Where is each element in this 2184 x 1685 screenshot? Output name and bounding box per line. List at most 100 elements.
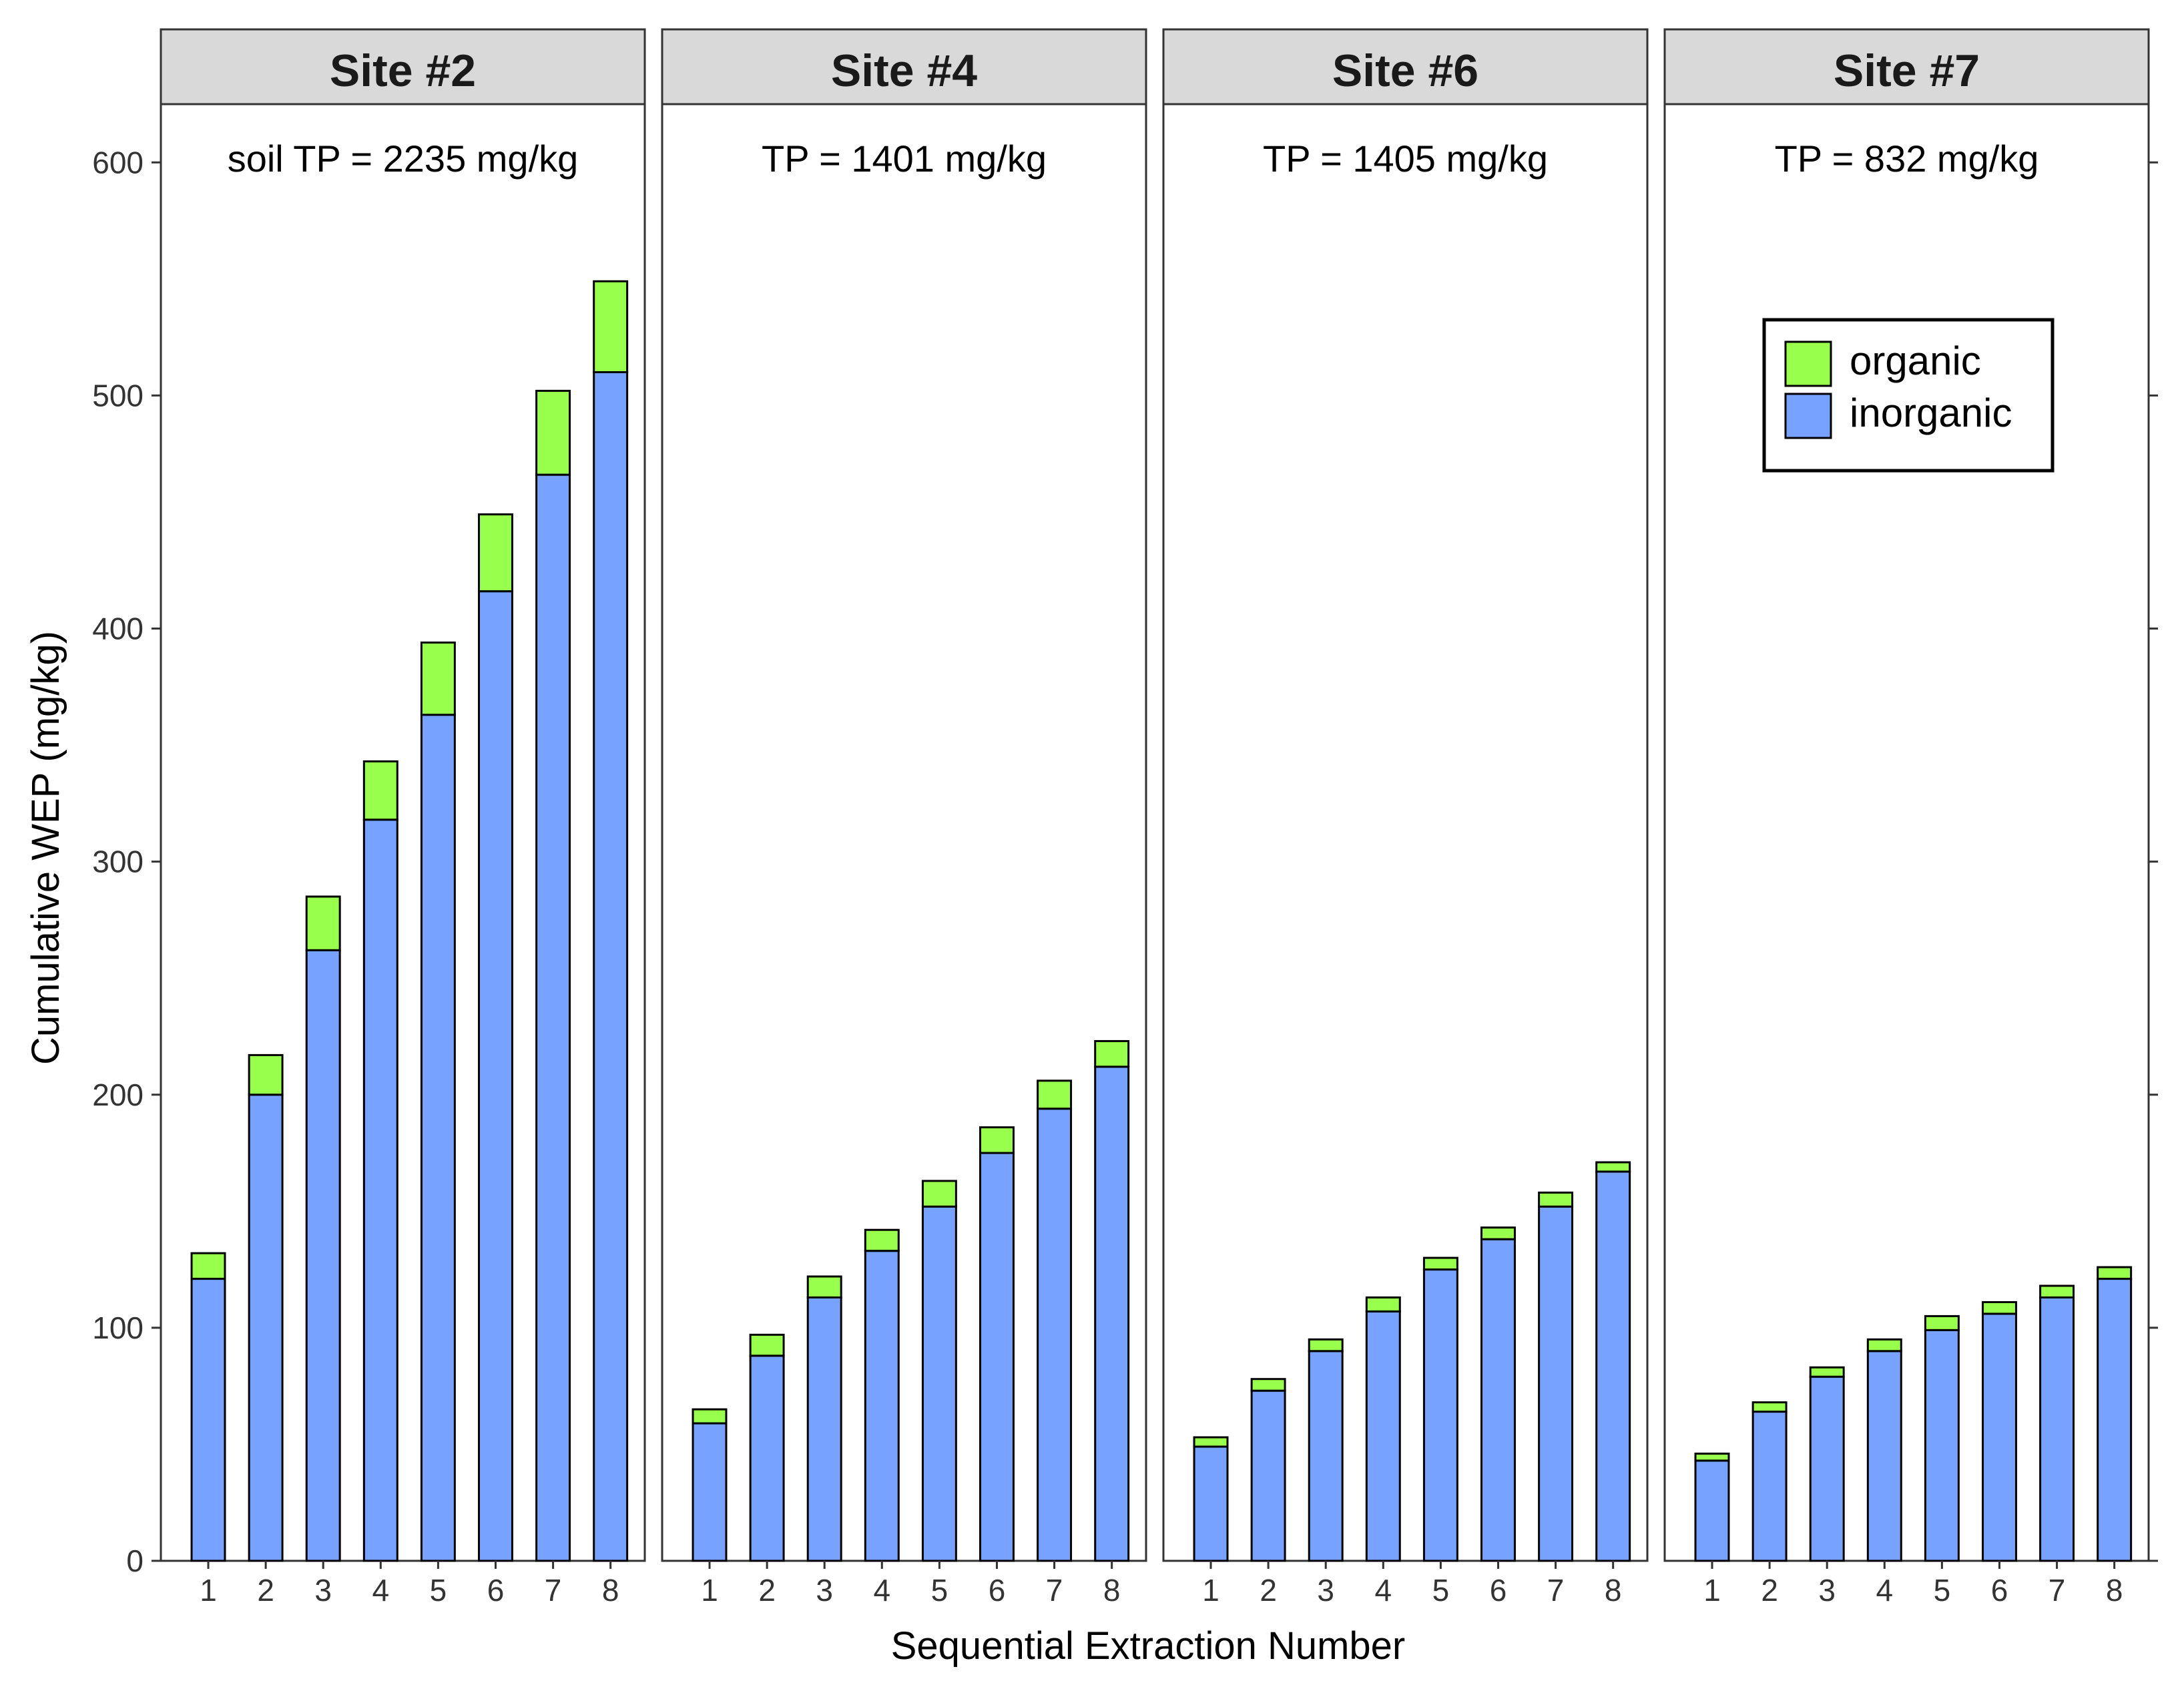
bar-inorganic <box>1250 1389 1286 1562</box>
y-axis-title: Cumulative WEP (mg/kg) <box>24 631 67 1065</box>
x-tick-label: 8 <box>602 1573 619 1608</box>
panel-strip <box>1663 28 2150 105</box>
x-tick-label: 6 <box>1490 1573 1507 1608</box>
x-tick-label: 7 <box>545 1573 562 1608</box>
panels-layer: Site #2 soil TP = 2235 mg/kg 1 2 3 4 5 6 7 8 Site … <box>160 28 2150 1608</box>
legend-swatch-inorganic <box>1784 393 1832 439</box>
bar-inorganic <box>1982 1312 2017 1562</box>
panel-strip <box>661 28 1147 105</box>
x-tick-label: 2 <box>1260 1573 1277 1608</box>
bar-organic <box>692 1408 728 1425</box>
panel-frame <box>661 103 1147 1562</box>
bar-inorganic <box>1595 1170 1631 1562</box>
bar-inorganic <box>1193 1445 1229 1562</box>
x-tick-label: 6 <box>989 1573 1006 1608</box>
bar-organic <box>248 1053 284 1096</box>
bar-organic <box>190 1252 226 1280</box>
bar-organic <box>362 760 398 821</box>
bar-inorganic <box>248 1094 284 1562</box>
bar-organic <box>1751 1401 1788 1413</box>
bar-organic <box>1982 1300 2017 1315</box>
bar-inorganic <box>535 473 571 1562</box>
bar-inorganic <box>921 1205 957 1562</box>
panel-strip <box>160 28 646 105</box>
legend-label-inorganic: inorganic <box>1850 391 2012 435</box>
bar-inorganic <box>1538 1205 1574 1562</box>
x-tick-label: 5 <box>1934 1573 1951 1608</box>
bar-inorganic <box>478 590 513 1562</box>
panel-title: Site #4 <box>831 45 977 96</box>
panel-title: Site #6 <box>1332 45 1478 96</box>
panel-2: Site #4 TP = 1401 mg/kg 1 2 3 4 5 6 7 8 <box>661 28 1147 1608</box>
x-tick-label: 4 <box>1876 1573 1894 1608</box>
x-tick-label: 2 <box>758 1573 776 1608</box>
y-tick-label: 0 <box>126 1543 144 1578</box>
bar-inorganic <box>2097 1278 2133 1562</box>
panel-note: soil TP = 2235 mg/kg <box>228 138 579 180</box>
bar-inorganic <box>1094 1065 1130 1562</box>
x-tick-label: 5 <box>1432 1573 1450 1608</box>
bar-organic <box>1094 1039 1130 1068</box>
y-tick-label: 400 <box>92 612 144 646</box>
panel-4: Site #7 TP = 832 mg/kg 1 2 3 4 5 6 7 8 <box>1663 28 2150 1608</box>
y-axis: 0 100 200 300 400 500 600 <box>92 145 2158 1578</box>
bar-organic <box>864 1228 900 1252</box>
bar-inorganic <box>593 371 629 1562</box>
x-tick-label: 5 <box>931 1573 948 1608</box>
bar-inorganic <box>1751 1411 1788 1562</box>
panel-frame <box>160 103 646 1562</box>
bar-organic <box>2039 1284 2075 1298</box>
x-tick-label: 5 <box>430 1573 447 1608</box>
bar-inorganic <box>1422 1268 1458 1562</box>
bar-inorganic <box>1924 1329 1960 1562</box>
bar-organic <box>1595 1161 1631 1173</box>
bar-organic <box>749 1333 785 1357</box>
bar-organic <box>1037 1079 1073 1110</box>
bar-inorganic <box>1037 1108 1073 1562</box>
panel-note: TP = 832 mg/kg <box>1775 138 2039 180</box>
x-axis-title: Sequential Extraction Number <box>891 1624 1406 1668</box>
x-tick-label: 3 <box>314 1573 332 1608</box>
bar-inorganic <box>420 714 456 1562</box>
y-tick-label: 500 <box>92 378 144 413</box>
x-tick-label: 3 <box>816 1573 833 1608</box>
bar-inorganic <box>1809 1375 1845 1562</box>
bar-inorganic <box>1694 1459 1730 1562</box>
y-tick-label: 600 <box>92 145 144 180</box>
bar-organic <box>1308 1338 1344 1353</box>
bar-organic <box>1866 1338 1902 1353</box>
x-tick-label: 3 <box>1317 1573 1334 1608</box>
bar-organic <box>1694 1452 1730 1462</box>
panel-note: TP = 1401 mg/kg <box>762 138 1047 180</box>
x-tick-label: 8 <box>2106 1573 2123 1608</box>
panel-title: Site #7 <box>1834 45 1980 96</box>
bar-inorganic <box>362 818 398 1562</box>
bar-organic <box>593 280 629 373</box>
bar-inorganic <box>190 1278 226 1562</box>
bar-organic <box>1422 1256 1458 1271</box>
bar-organic <box>1924 1314 1960 1331</box>
x-tick-label: 2 <box>1761 1573 1778 1608</box>
panel-1: Site #2 soil TP = 2235 mg/kg 1 2 3 4 5 6 7 8 <box>160 28 646 1608</box>
bar-inorganic <box>806 1296 842 1562</box>
bar-inorganic <box>1308 1350 1344 1562</box>
bar-inorganic <box>692 1422 728 1562</box>
x-tick-label: 8 <box>1103 1573 1121 1608</box>
bar-organic <box>305 895 341 951</box>
bar-organic <box>535 389 571 476</box>
x-tick-label: 7 <box>2049 1573 2066 1608</box>
legend-label-organic: organic <box>1850 338 1981 383</box>
y-tick-label: 100 <box>92 1310 144 1345</box>
bar-organic <box>420 641 456 716</box>
x-tick-label: 1 <box>200 1573 217 1608</box>
bar-inorganic <box>1480 1238 1516 1562</box>
x-tick-label: 7 <box>1046 1573 1063 1608</box>
y-tick-label: 200 <box>92 1077 144 1112</box>
bar-organic <box>1480 1226 1516 1240</box>
bar-inorganic <box>2039 1296 2075 1562</box>
x-tick-label: 1 <box>1202 1573 1219 1608</box>
panel-title: Site #2 <box>330 45 476 96</box>
bar-organic <box>1538 1191 1574 1208</box>
x-tick-label: 6 <box>487 1573 505 1608</box>
y-tick-label: 300 <box>92 845 144 879</box>
